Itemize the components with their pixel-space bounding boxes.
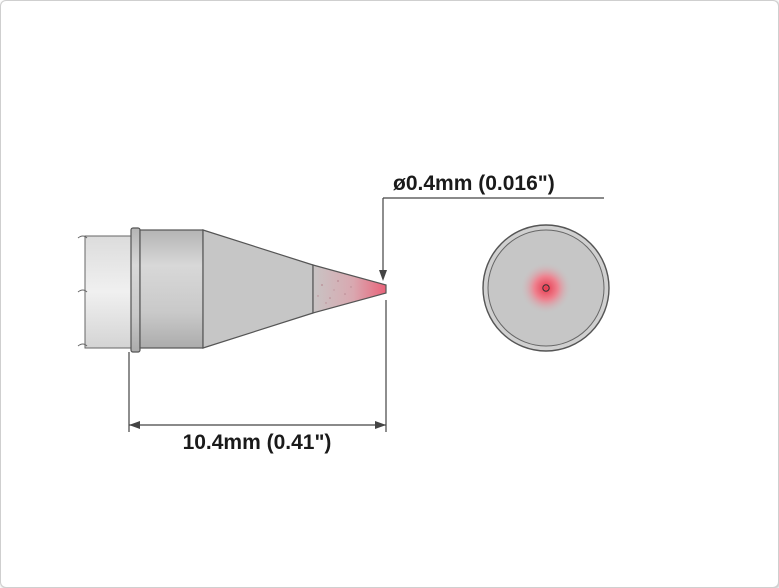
end-view-hot-spot	[520, 262, 572, 314]
tip-collar	[130, 227, 141, 353]
tip-shank	[84, 235, 133, 349]
end-view-tip-point	[542, 284, 550, 292]
length-dimension: 10.4mm (0.41")	[128, 300, 387, 454]
diameter-leader-arrow	[379, 270, 387, 281]
shank-break-marks	[77, 235, 88, 347]
tip-body	[139, 229, 204, 349]
tip-end-view	[482, 224, 610, 352]
diameter-callout: ø0.4mm (0.016")	[379, 172, 604, 281]
tip-working-end	[312, 264, 387, 314]
tip-length-label: 10.4mm (0.41")	[183, 431, 332, 454]
length-arrow-left	[129, 421, 140, 429]
length-arrow-right	[375, 421, 386, 429]
tip-taper	[202, 229, 314, 349]
tip-diameter-label: ø0.4mm (0.016")	[393, 172, 555, 195]
tip-side-view	[77, 227, 387, 353]
tip-texture	[317, 280, 352, 304]
